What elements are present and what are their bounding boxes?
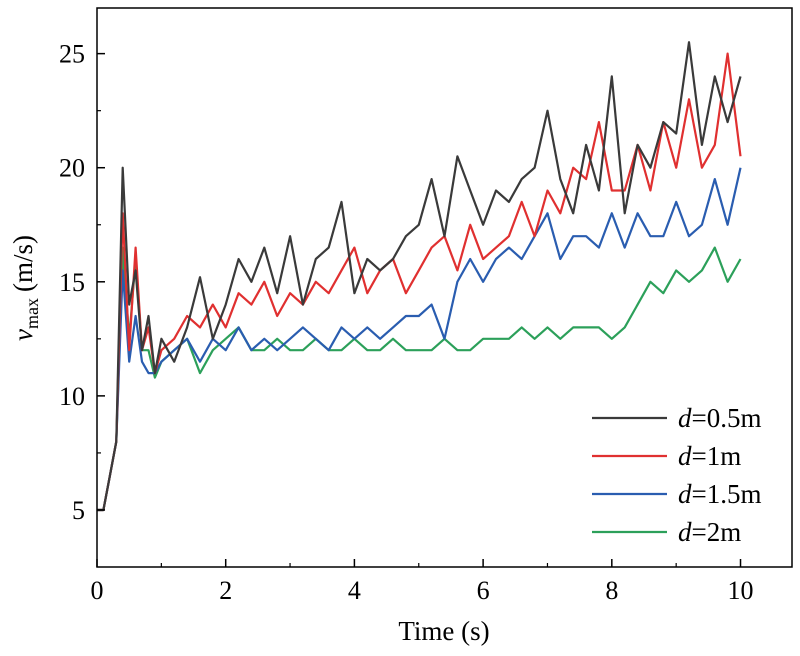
y-tick-label: 25 <box>59 40 85 69</box>
series-line-d-0-5m <box>97 41 742 512</box>
y-axis-sub: max <box>22 298 42 329</box>
x-axis-title: Time (s) <box>398 616 489 646</box>
legend-label: d=1m <box>678 441 741 471</box>
legend-label: d=0.5m <box>678 403 761 433</box>
plot-area <box>96 7 793 568</box>
plot-frame <box>96 7 793 568</box>
y-axis-var: v <box>8 329 38 341</box>
legend-label: d=1.5m <box>678 479 761 509</box>
legend-var: d <box>678 403 692 433</box>
series-line-d-1-5m <box>97 167 742 512</box>
legend-var: d <box>678 479 692 509</box>
y-axis: 5 10 15 20 25 <box>59 40 105 525</box>
x-tick-label: 6 <box>477 576 490 605</box>
legend: d=0.5md=1md=1.5md=2m <box>592 403 761 547</box>
y-tick-label: 20 <box>59 154 85 183</box>
y-axis-title: vmax (m/s) <box>8 235 42 341</box>
series-line-d-2m <box>97 246 742 512</box>
y-tick-label: 15 <box>59 268 85 297</box>
legend-value: =1m <box>692 441 742 471</box>
legend-value: =2m <box>692 517 742 547</box>
x-tick-label: 8 <box>605 576 618 605</box>
legend-var: d <box>678 441 692 471</box>
legend-var: d <box>678 517 692 547</box>
x-tick-label: 4 <box>348 576 361 605</box>
x-axis: 0 2 4 6 8 10 <box>91 559 754 605</box>
x-tick-label: 2 <box>219 576 232 605</box>
series-line-d-1m <box>97 52 742 512</box>
x-tick-label: 10 <box>728 576 754 605</box>
legend-label: d=2m <box>678 517 741 547</box>
legend-value: =1.5m <box>692 479 762 509</box>
y-axis-unit: (m/s) <box>8 235 38 292</box>
y-tick-label: 5 <box>72 496 85 525</box>
y-tick-label: 10 <box>59 382 85 411</box>
series-layer <box>97 41 742 512</box>
legend-value: =0.5m <box>692 403 762 433</box>
x-tick-label: 0 <box>91 576 104 605</box>
